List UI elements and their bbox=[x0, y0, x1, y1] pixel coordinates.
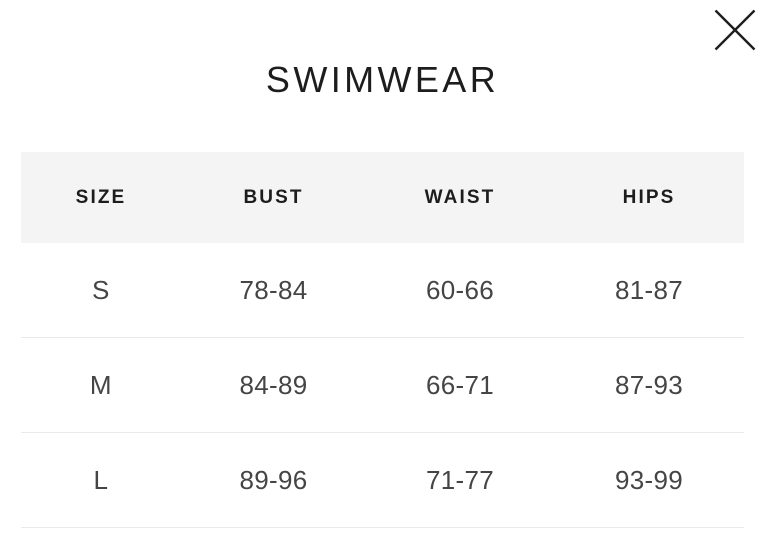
cell-hips: 81-87 bbox=[554, 243, 744, 338]
column-header-hips: HIPS bbox=[554, 152, 744, 243]
cell-bust: 89-96 bbox=[181, 432, 366, 528]
cell-size: M bbox=[21, 337, 181, 433]
table-row: L 89-96 71-77 93-99 bbox=[21, 432, 744, 528]
column-header-bust: BUST bbox=[181, 152, 366, 243]
table-row: S 78-84 60-66 81-87 bbox=[21, 243, 744, 338]
cell-hips: 93-99 bbox=[554, 432, 744, 528]
close-button[interactable] bbox=[709, 4, 761, 56]
table-header: SIZE BUST WAIST HIPS bbox=[21, 152, 744, 243]
cell-size: L bbox=[21, 432, 181, 528]
table-row: M 84-89 66-71 87-93 bbox=[21, 337, 744, 433]
cell-size: S bbox=[21, 243, 181, 338]
cell-waist: 66-71 bbox=[366, 337, 554, 433]
page-title: SWIMWEAR bbox=[265, 59, 500, 101]
table-body: S 78-84 60-66 81-87 M 84-89 66-71 87-93 … bbox=[21, 243, 744, 528]
column-header-waist: WAIST bbox=[366, 152, 554, 243]
close-icon bbox=[714, 9, 756, 51]
cell-waist: 60-66 bbox=[366, 243, 554, 338]
cell-bust: 84-89 bbox=[181, 337, 366, 433]
cell-hips: 87-93 bbox=[554, 337, 744, 433]
cell-bust: 78-84 bbox=[181, 243, 366, 338]
cell-waist: 71-77 bbox=[366, 432, 554, 528]
size-chart-table: SIZE BUST WAIST HIPS S 78-84 60-66 81-87… bbox=[21, 152, 744, 528]
table-header-row: SIZE BUST WAIST HIPS bbox=[21, 152, 744, 243]
column-header-size: SIZE bbox=[21, 152, 181, 243]
